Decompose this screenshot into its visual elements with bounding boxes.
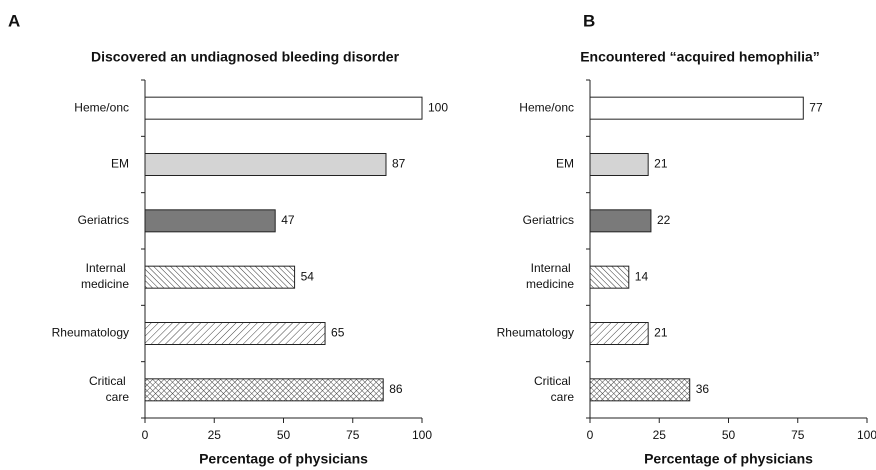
bar (144, 322, 326, 345)
bar (144, 265, 296, 289)
x-tick-label: 50 (277, 428, 291, 442)
value-label: 21 (654, 157, 668, 171)
x-tick-label: 100 (412, 428, 432, 442)
panel-letter: B (583, 11, 595, 30)
category-label: Critical care (89, 374, 129, 404)
value-label: 36 (696, 382, 710, 396)
category-label: EM (556, 157, 574, 171)
bar (589, 322, 649, 345)
bar (589, 96, 804, 120)
x-tick-label: 50 (722, 428, 736, 442)
category-label: Critical care (534, 374, 574, 404)
x-tick-label: 100 (857, 428, 876, 442)
x-tick-label: 25 (653, 428, 667, 442)
x-axis-label: Percentage of physicians (199, 451, 368, 467)
chart-title: Encountered “acquired hemophilia” (580, 49, 820, 65)
value-label: 14 (635, 269, 649, 283)
x-tick-label: 0 (587, 428, 594, 442)
value-label: 100 (428, 100, 448, 114)
category-label: Rheumatology (52, 326, 129, 340)
value-label: 22 (657, 213, 671, 227)
x-axis-label: Percentage of physicians (644, 451, 813, 467)
bar (589, 265, 630, 289)
x-tick-label: 25 (208, 428, 222, 442)
value-label: 77 (809, 100, 823, 114)
bar (589, 209, 652, 233)
x-tick-label: 75 (346, 428, 360, 442)
category-label: EM (111, 157, 129, 171)
category-label: Heme/onc (519, 100, 574, 114)
category-label: Heme/onc (74, 100, 129, 114)
category-label: Internal medicine (81, 261, 129, 291)
value-label: 86 (389, 382, 403, 396)
panel-letter: A (8, 11, 20, 30)
value-label: 54 (301, 269, 315, 283)
value-label: 65 (331, 326, 345, 340)
x-tick-label: 75 (791, 428, 805, 442)
bar (144, 153, 387, 176)
bar (144, 378, 384, 402)
chart-title: Discovered an undiagnosed bleeding disor… (91, 49, 400, 65)
value-label: 47 (281, 213, 295, 227)
value-label: 87 (392, 157, 406, 171)
category-label: Geriatrics (78, 213, 129, 227)
category-label: Internal medicine (526, 261, 574, 291)
value-label: 21 (654, 326, 668, 340)
category-label: Rheumatology (497, 326, 574, 340)
x-tick-label: 0 (142, 428, 149, 442)
bar (144, 96, 423, 120)
bar (589, 378, 691, 402)
bar (144, 209, 276, 233)
bar (589, 153, 649, 176)
category-label: Geriatrics (523, 213, 574, 227)
